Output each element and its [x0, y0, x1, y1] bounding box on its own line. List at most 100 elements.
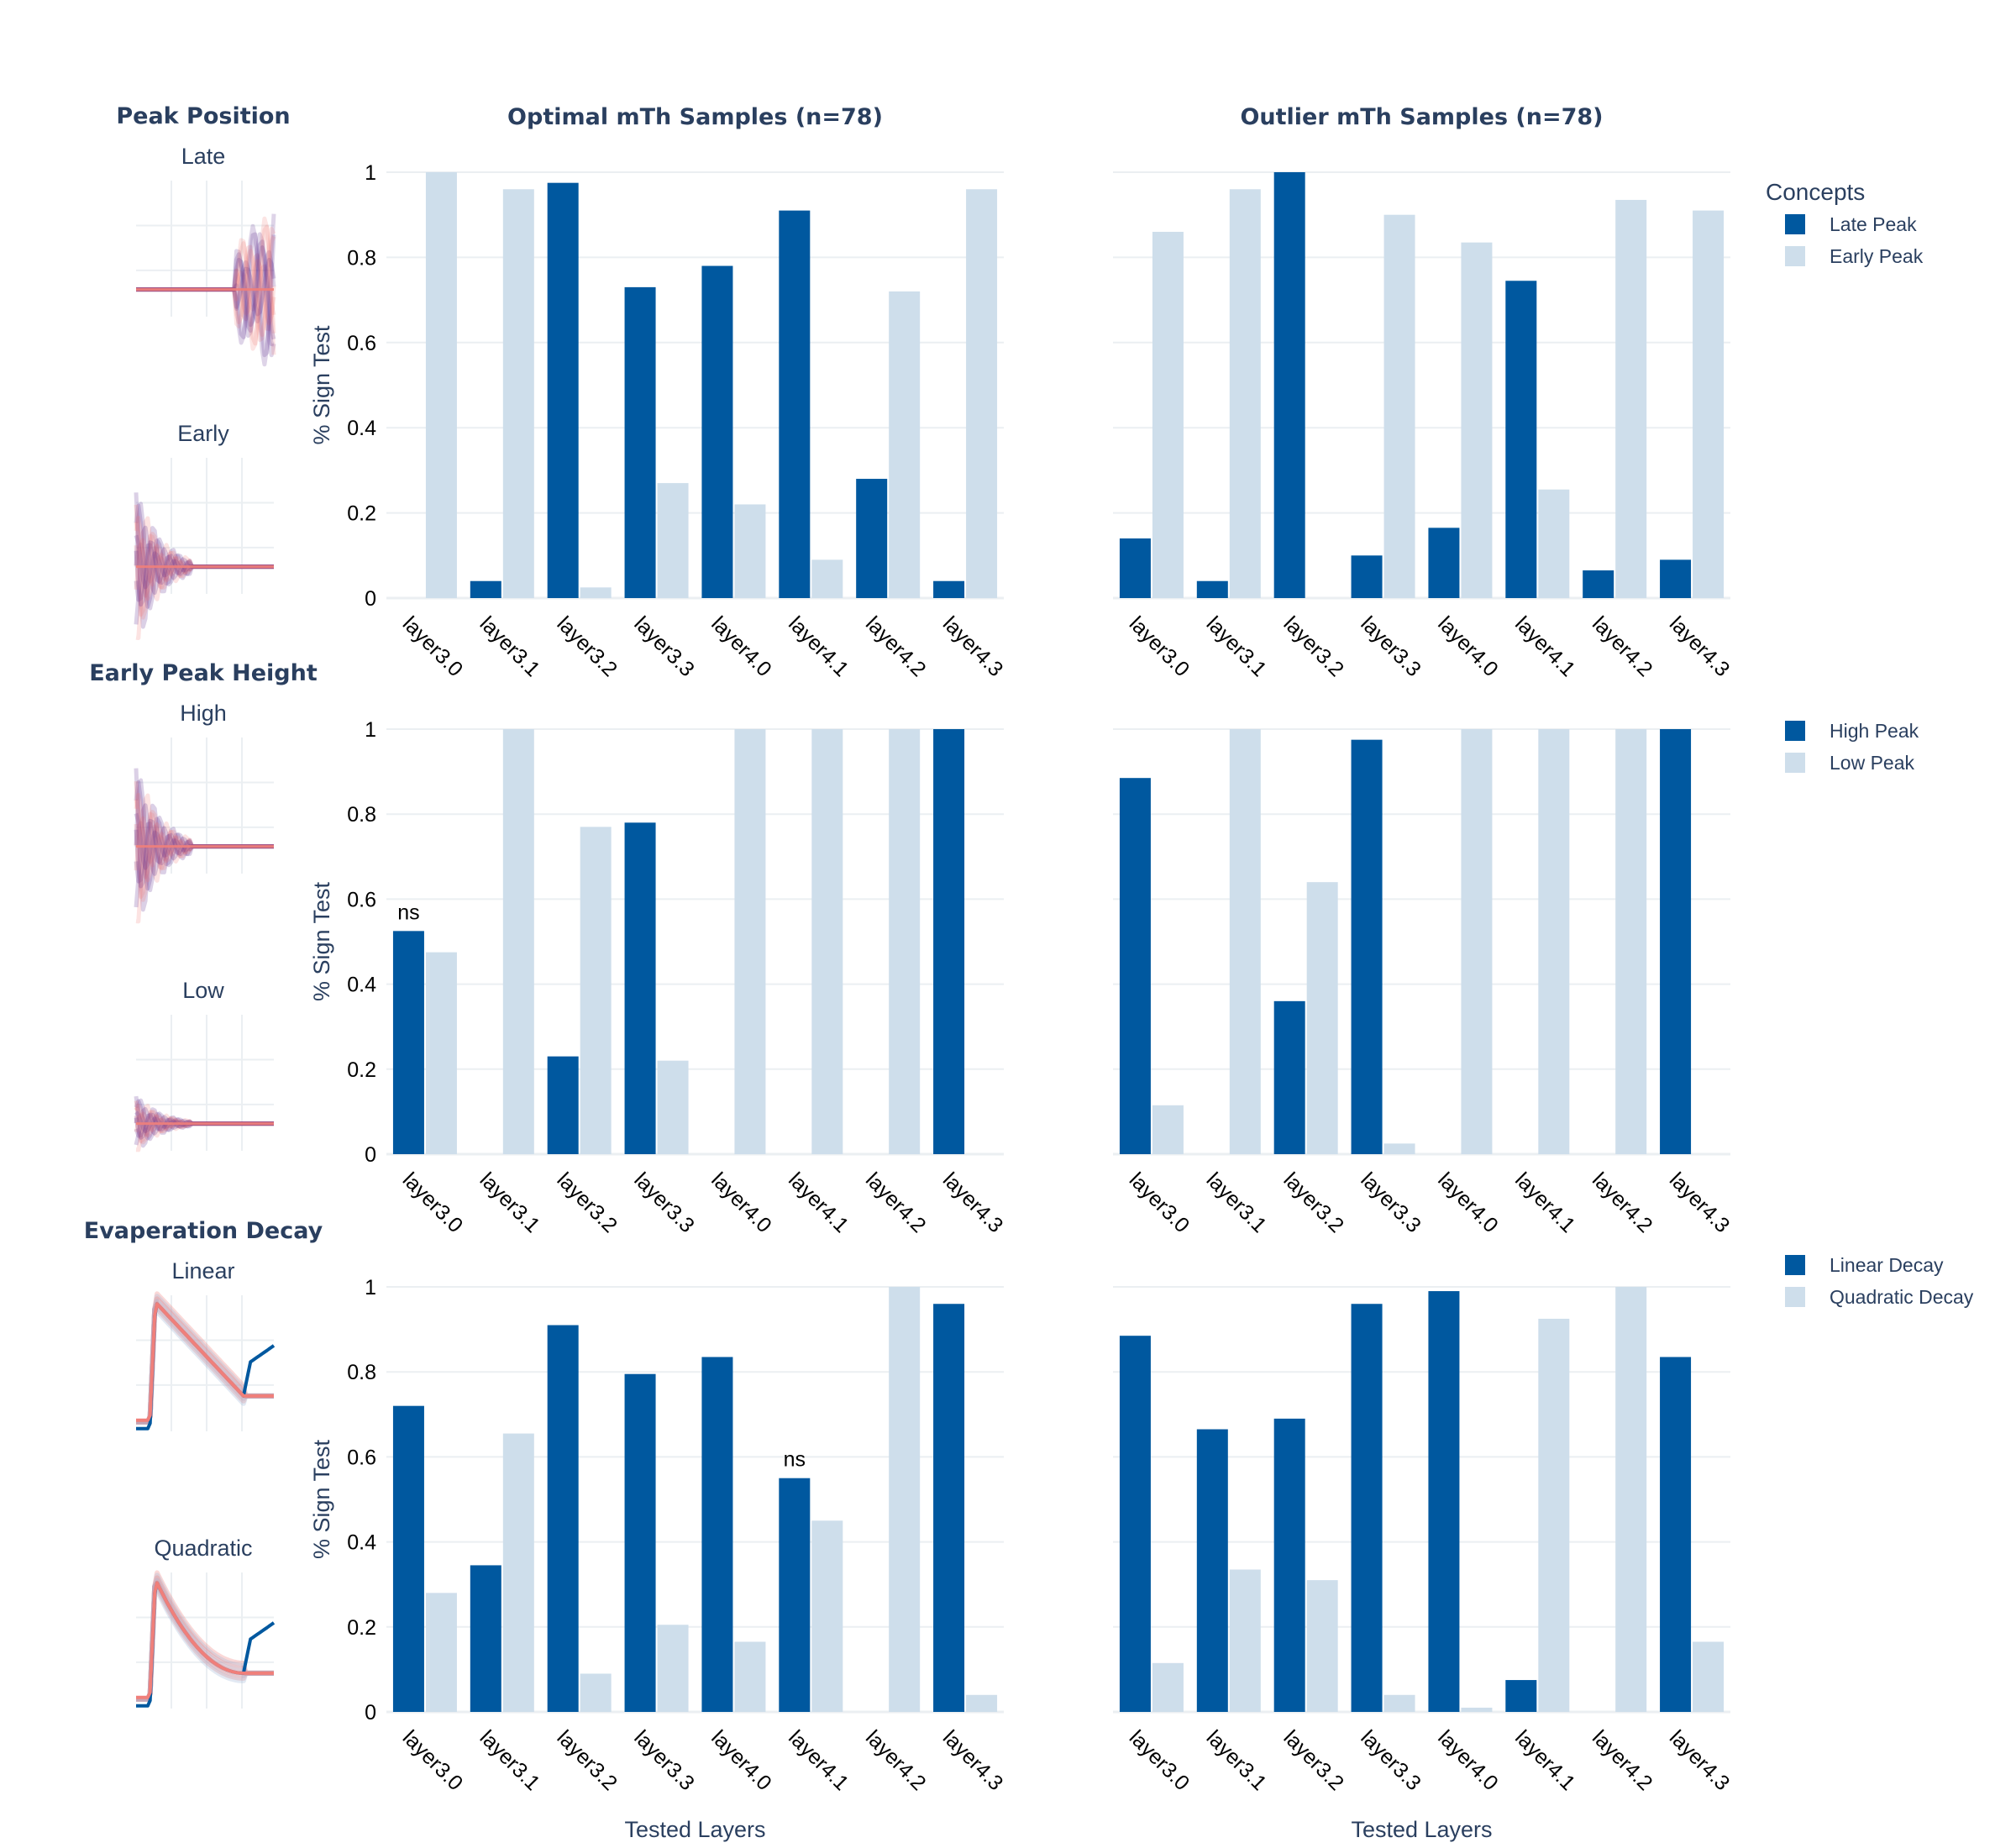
thumbnail-quadratic: Quadratic — [135, 1536, 276, 1709]
x-tick-label: layer3.2 — [552, 1725, 622, 1795]
x-tick-label: layer3.3 — [629, 612, 699, 681]
bar-early-peak-4 — [1383, 214, 1415, 598]
x-tick-label: layer3.1 — [1202, 1725, 1272, 1795]
bar-late-peak-4 — [1351, 555, 1383, 598]
y-tick-label: 0.4 — [347, 1531, 376, 1555]
x-axis-label-2: Tested Layers — [1351, 1817, 1492, 1842]
y-tick-label: 0.8 — [347, 246, 376, 270]
bar-quadratic-decay-1 — [425, 1593, 457, 1712]
legend-swatch — [1785, 753, 1805, 773]
bar-quadratic-decay-2 — [1229, 1569, 1261, 1712]
bar-quadratic-decay-4 — [1383, 1694, 1415, 1712]
bar-late-peak-8 — [933, 580, 965, 598]
bar-quadratic-decay-7 — [889, 1287, 921, 1712]
legend-item-early-peak: Early Peak — [1830, 245, 1924, 267]
bar-late-peak-3 — [547, 182, 579, 599]
thumb-trace — [135, 1306, 275, 1425]
annotation-ns: ns — [784, 1448, 806, 1472]
bar-late-peak-8 — [1660, 559, 1692, 598]
panel-r3-c2: layer3.0 layer3.1 layer3.2 layer3.3 layer4.0… — [1113, 1286, 1735, 1795]
x-tick-label: layer3.1 — [475, 1168, 545, 1237]
bar-low-peak-4 — [657, 1060, 689, 1154]
y-tick-label: 0.8 — [347, 803, 376, 827]
column-title-1: Optimal mTh Samples (n=78) — [507, 104, 883, 130]
side-title-1: Peak Position — [116, 103, 290, 129]
bar-high-peak-8 — [933, 729, 965, 1154]
bar-quadratic-decay-2 — [502, 1433, 534, 1712]
bar-early-peak-6 — [1538, 489, 1570, 598]
x-tick-label: layer4.3 — [1665, 1725, 1735, 1795]
bar-early-peak-3 — [580, 587, 612, 598]
bar-low-peak-3 — [580, 827, 612, 1154]
x-tick-label: layer3.2 — [1278, 1725, 1348, 1795]
bar-late-peak-4 — [624, 286, 656, 598]
bar-linear-decay-8 — [1660, 1357, 1692, 1712]
thumbnail-label-low: Low — [182, 978, 224, 1003]
x-tick-label: layer3.3 — [629, 1168, 699, 1237]
x-tick-label: layer3.3 — [1356, 1725, 1425, 1795]
x-tick-label: layer4.3 — [1665, 612, 1735, 681]
x-tick-label: layer3.3 — [629, 1725, 699, 1795]
x-tick-label: layer3.1 — [475, 612, 545, 681]
x-tick-label: layer3.0 — [1125, 1168, 1194, 1237]
x-tick-label: layer4.3 — [938, 1725, 1008, 1795]
bar-high-peak-3 — [547, 1056, 579, 1154]
legend-swatch — [1785, 246, 1805, 266]
x-tick-label: layer4.2 — [861, 612, 931, 681]
y-tick-label: 0.6 — [347, 888, 376, 911]
x-tick-label: layer3.0 — [398, 1725, 468, 1795]
bar-linear-decay-6 — [1505, 1680, 1537, 1712]
y-tick-label: 0.6 — [347, 332, 376, 355]
bar-linear-decay-4 — [1351, 1304, 1383, 1712]
bar-late-peak-6 — [779, 210, 811, 598]
bar-quadratic-decay-3 — [580, 1673, 612, 1712]
y-tick-label: 0.4 — [347, 974, 376, 997]
bar-linear-decay-8 — [933, 1304, 965, 1712]
x-tick-label: layer4.1 — [784, 1725, 853, 1795]
bar-early-peak-5 — [1461, 242, 1493, 598]
x-tick-label: layer4.0 — [706, 1168, 776, 1237]
bar-low-peak-7 — [1615, 729, 1647, 1154]
bar-low-peak-6 — [1538, 729, 1570, 1154]
y-tick-label: 0 — [365, 1701, 376, 1725]
bar-early-peak-5 — [734, 504, 766, 598]
thumb-reference-line — [136, 1302, 276, 1431]
legend-row-2: High Peak Low Peak — [1785, 720, 1919, 774]
y-tick-label: 0.8 — [347, 1361, 376, 1384]
x-tick-label: layer4.1 — [1510, 612, 1580, 681]
x-tick-label: layer4.3 — [938, 1168, 1008, 1237]
bar-linear-decay-4 — [624, 1373, 656, 1712]
x-tick-label: layer3.1 — [475, 1725, 545, 1795]
bar-linear-decay-1 — [392, 1405, 424, 1712]
bar-low-peak-2 — [1229, 729, 1261, 1154]
bar-low-peak-7 — [889, 729, 921, 1154]
x-tick-label: layer4.3 — [1665, 1168, 1735, 1237]
bar-late-peak-1 — [1119, 538, 1151, 598]
bar-linear-decay-3 — [1273, 1418, 1305, 1712]
thumbnail-label-high: High — [180, 701, 227, 726]
side-title-3: Evaperation Decay — [84, 1218, 323, 1244]
y-tick-label: 0.2 — [347, 1058, 376, 1082]
thumbnail-late: Late — [136, 144, 276, 367]
x-tick-label: layer4.1 — [1510, 1725, 1580, 1795]
bar-high-peak-1 — [1119, 778, 1151, 1154]
bar-quadratic-decay-4 — [657, 1625, 689, 1712]
bar-early-peak-4 — [657, 483, 689, 598]
legend-title: Concepts — [1766, 179, 1865, 205]
bar-late-peak-2 — [1196, 580, 1228, 598]
bar-linear-decay-2 — [1196, 1429, 1228, 1712]
x-tick-label: layer3.2 — [552, 612, 622, 681]
annotation-ns: ns — [397, 900, 419, 924]
y-tick-label: 0.2 — [347, 502, 376, 526]
bar-linear-decay-5 — [701, 1357, 733, 1712]
bar-high-peak-4 — [1351, 739, 1383, 1154]
x-tick-label: layer3.2 — [1278, 612, 1348, 681]
x-tick-label: layer4.1 — [784, 1168, 853, 1237]
bar-quadratic-decay-3 — [1306, 1580, 1338, 1712]
x-tick-label: layer3.0 — [398, 1168, 468, 1237]
x-tick-label: layer3.3 — [1356, 612, 1425, 681]
x-tick-label: layer4.0 — [706, 612, 776, 681]
x-tick-label: layer4.0 — [706, 1725, 776, 1795]
x-tick-label: layer4.3 — [938, 612, 1008, 681]
x-tick-label: layer4.1 — [784, 612, 853, 681]
